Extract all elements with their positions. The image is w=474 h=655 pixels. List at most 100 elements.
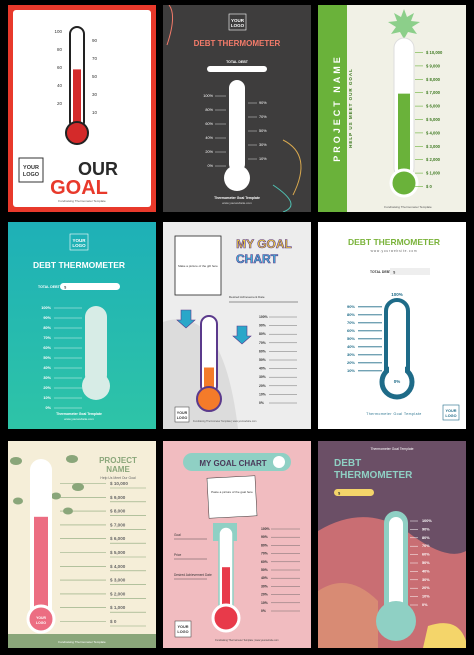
total-label: TOTAL DEBT [38, 285, 61, 289]
scale-label: 30% [259, 375, 266, 379]
scale-label: 80% [261, 543, 268, 547]
footer-text-1: Thermometer Goal Template [214, 196, 260, 200]
logo-box [174, 406, 190, 423]
scale-label: 80% [43, 326, 51, 330]
scale-label: 20 [57, 101, 63, 106]
photo-caption: Paste a picture of the goal here [211, 490, 253, 494]
scale-label: 80% [422, 536, 430, 540]
footer-text: Fundraising Thermometer Template [58, 640, 106, 644]
amount-label: $ 6,000 [426, 104, 441, 109]
footer-text: Fundraising Thermometer Template [58, 199, 106, 203]
footer-text-2: www.yourwebsite.com [222, 201, 252, 205]
template-card-my-goal-pink[interactable]: MY GOAL CHART Paste a picture of the goa… [163, 441, 311, 648]
photo-placeholder[interactable] [206, 475, 258, 519]
logo-box [442, 404, 460, 421]
title-line-1: MY GOAL [236, 237, 292, 251]
template-card-my-goal-chart[interactable]: Make a picture of the gift here MY GOAL … [163, 222, 311, 429]
template-card-our-goal[interactable]: 100 80 60 40 20 90 70 50 30 10 YOUR LOGO OUR GOA… [8, 5, 156, 212]
scale-label: 0% [259, 401, 264, 405]
footer-text: Fundraising Thermometer Template | www.y… [193, 420, 256, 423]
decor-curve [282, 139, 302, 196]
scale-label: 30% [43, 376, 51, 380]
template-card-debt-purple[interactable]: Thermometer Goal Template DEBT THERMOMET… [318, 441, 466, 648]
scale-label: 90% [347, 304, 355, 309]
photo-caption: Make a picture of the gift here [178, 264, 218, 268]
amount-label: $ 1,000 [426, 171, 441, 176]
logo-text-2: LOGO [231, 23, 245, 28]
scale-label: 80% [205, 108, 213, 112]
total-debt-field[interactable] [390, 268, 430, 275]
thermometer-mercury [398, 93, 410, 173]
scale-label: 30 [92, 92, 98, 97]
logo-text-1: YOUR [231, 18, 245, 23]
scale-label: 20% [261, 593, 268, 597]
amount-label: $ 10,000 [426, 50, 443, 55]
footer-text: Fundraising Thermometer Template [384, 205, 432, 209]
total-debt-field[interactable] [207, 66, 267, 72]
thermometer-mercury [73, 69, 81, 127]
scale-label: 10% [259, 392, 266, 396]
scale-label: 20% [422, 586, 430, 590]
scale-label: 100% [203, 94, 213, 98]
scale-label: 60 [57, 65, 63, 70]
scale-label: 10 [92, 110, 98, 115]
total-debt-field[interactable] [334, 489, 374, 496]
total-value: $ [338, 491, 341, 496]
template-card-project-pink[interactable]: YOUR LOGO PROJECT NAME Help Us Meet Our … [8, 441, 156, 648]
field-label: Goal [174, 533, 181, 537]
thermometer-mercury [222, 567, 230, 609]
total-value: $ [64, 285, 67, 290]
amount-label: $ 7,000 [110, 522, 126, 527]
leaf-decoration [51, 492, 61, 500]
logo-text-1: YOUR [177, 411, 188, 415]
total-debt-field[interactable] [60, 283, 120, 290]
amount-label: $ 5,000 [110, 550, 126, 555]
logo-box [18, 157, 44, 183]
title-line-2: GOAL [50, 177, 108, 199]
logo-text-2: LOGO [23, 172, 40, 178]
logo-text-1: YOUR [178, 625, 189, 629]
scale-label: 0% [261, 609, 266, 613]
scale-label: 100 [54, 29, 62, 34]
logo-text-1: YOUR [72, 238, 86, 243]
scale-label: 90% [259, 101, 267, 105]
card-background [8, 222, 156, 429]
scale-label: 70% [347, 320, 355, 325]
amount-label: $ 2,000 [426, 157, 441, 162]
template-card-debt-dark[interactable]: YOUR LOGO DEBT THERMOMETER TOTAL DEBT 10… [163, 5, 311, 212]
amount-label: $ 0 [110, 619, 117, 624]
footer-text-2: www.yourwebsite.com [64, 417, 94, 421]
decor-curve [166, 5, 173, 46]
scale-label: 50% [259, 358, 266, 362]
amount-label: $ 5,000 [426, 117, 441, 122]
scale-label: 70% [43, 336, 51, 340]
scale-label: 40% [422, 569, 430, 573]
scale-label: 100% [422, 519, 432, 523]
scale-label: 40% [261, 576, 268, 580]
scale-label: 50 [92, 74, 98, 79]
bottom-band [8, 634, 156, 648]
scale-label: 50% [259, 129, 267, 133]
total-label: TOTAL DEBT [226, 60, 249, 64]
top-text: Thermometer Goal Template [370, 447, 413, 451]
logo-text-2: LOGO [445, 414, 456, 418]
scale-label: 50% [347, 336, 355, 341]
scale-label: 10% [422, 595, 430, 599]
photo-placeholder[interactable] [174, 235, 222, 296]
title-line-2: NAME [106, 465, 130, 474]
thermometer-bulb [65, 121, 89, 145]
title-line-2: THERMOMETER [334, 470, 413, 481]
template-card-debt-teal[interactable]: YOUR LOGO DEBT THERMOMETER TOTAL DEBT $ … [8, 222, 156, 429]
scale-label: 70 [92, 56, 98, 61]
scale-label: 0% [422, 603, 428, 607]
template-card-debt-blue[interactable]: DEBT THERMOMETER www.yourwebsite.com TOT… [318, 222, 466, 429]
scale-label: 40 [57, 83, 63, 88]
scale-label: 10% [347, 368, 355, 373]
title-line-1: DEBT [334, 458, 361, 469]
title-line-1: OUR [78, 159, 118, 179]
template-card-project-green[interactable]: PROJECT NAME HELP US MEET OUR GOAL $ 10,… [318, 5, 466, 212]
project-title: PROJECT NAME [332, 54, 342, 162]
thermometer-tube [85, 306, 107, 386]
thermometer-inner [389, 517, 403, 617]
